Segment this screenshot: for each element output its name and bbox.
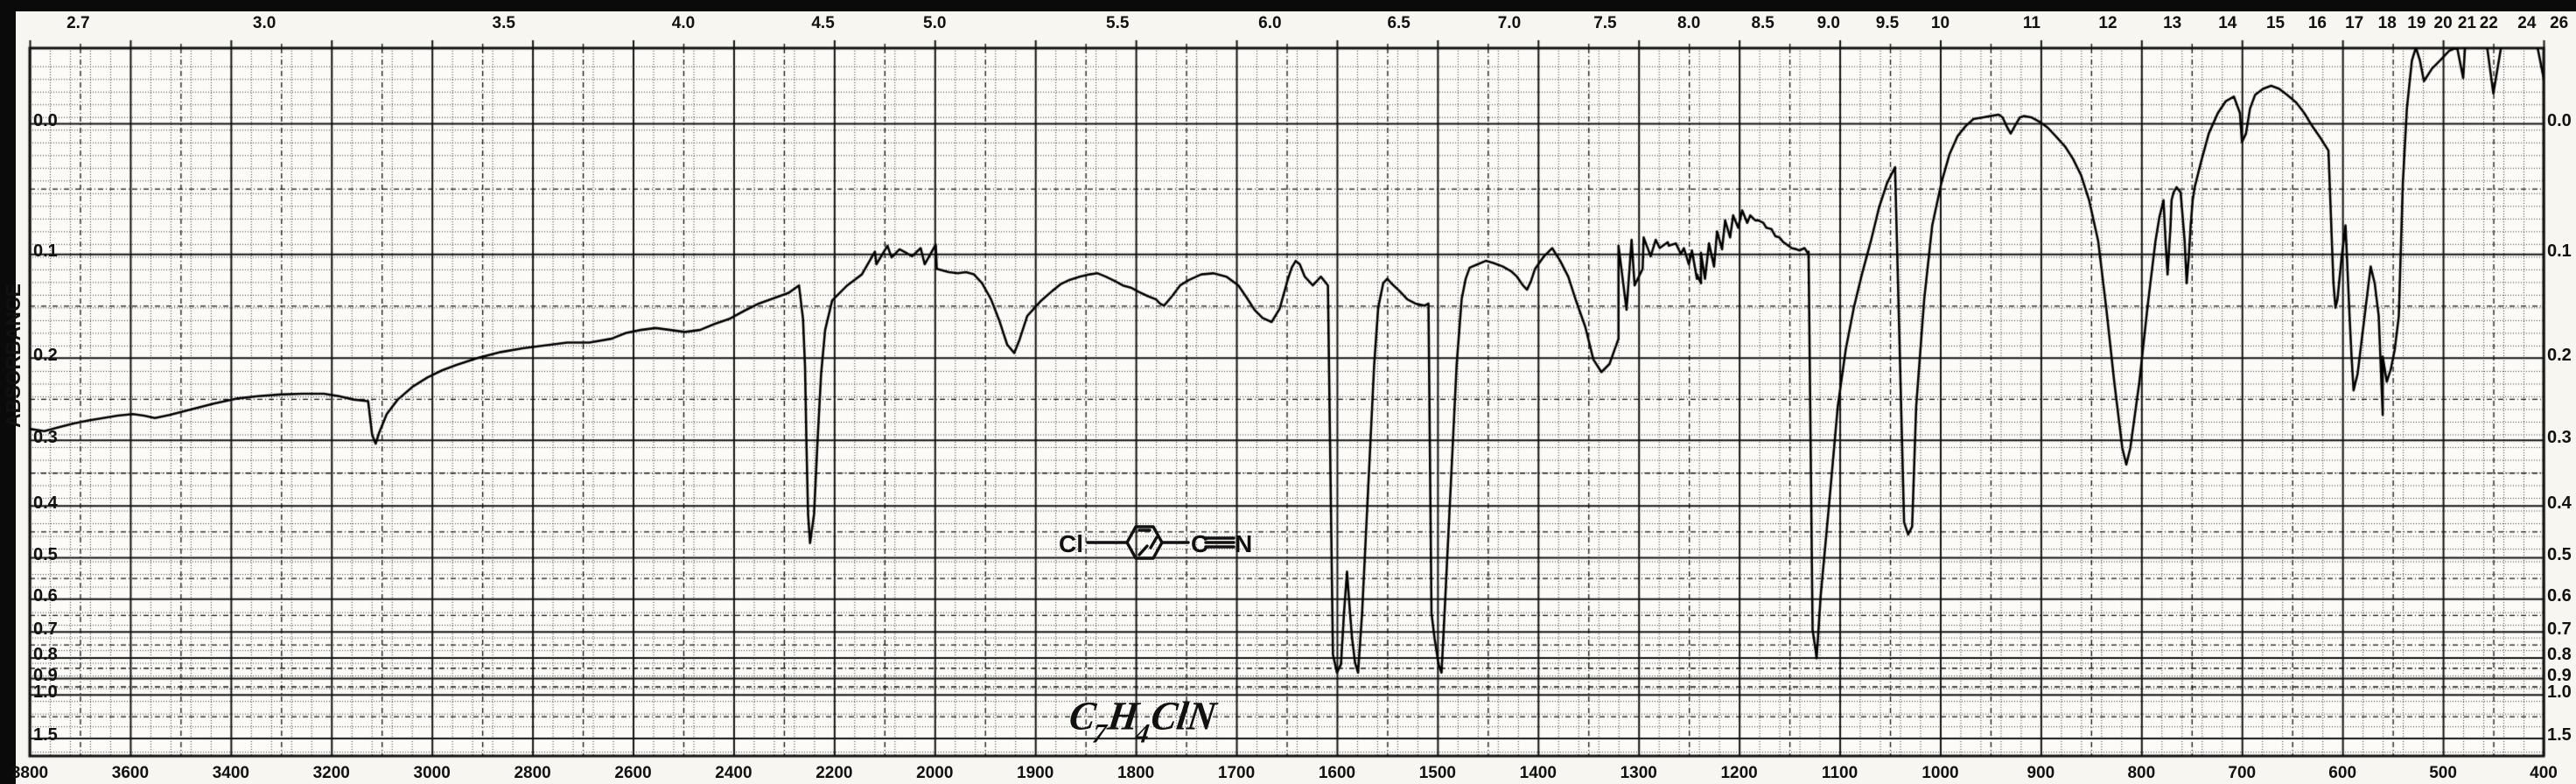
svg-text:Cl: Cl: [1059, 530, 1083, 557]
svg-text:N: N: [1235, 530, 1252, 557]
svg-text:C: C: [1191, 530, 1208, 557]
